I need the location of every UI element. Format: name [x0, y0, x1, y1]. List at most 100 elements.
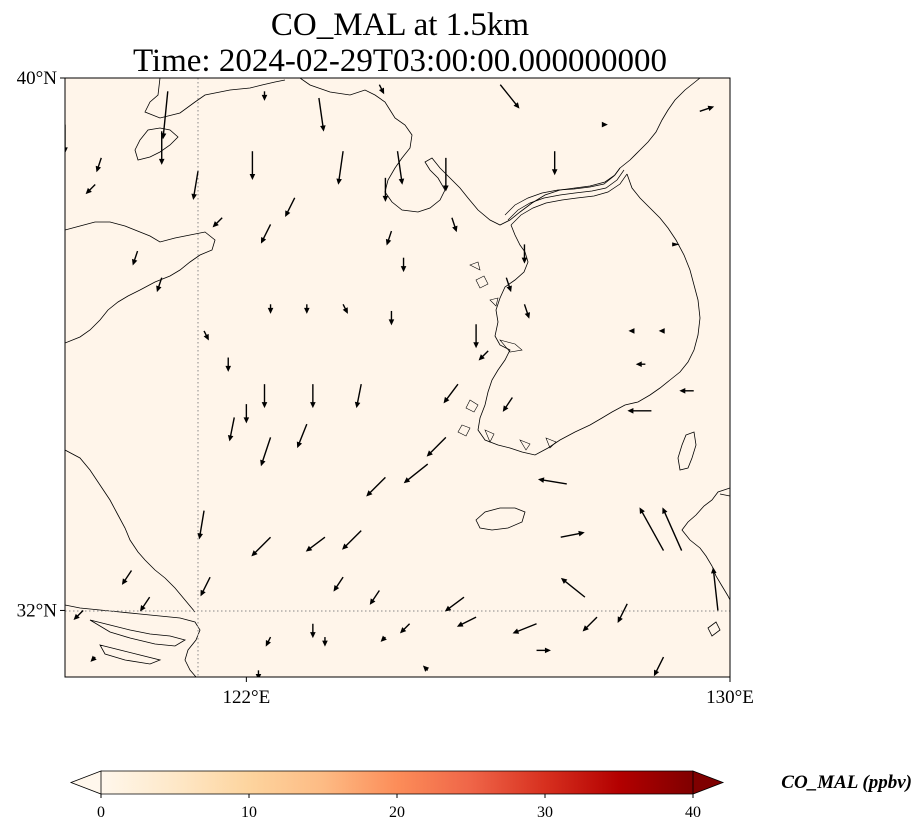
wind-vector-arrow [366, 476, 386, 497]
wind-vector-arrow [131, 250, 139, 266]
wind-vector-arrow [251, 536, 272, 557]
wind-vector-arrow [380, 635, 387, 642]
wind-vector-arrow [658, 328, 665, 334]
wind-vector-arrow [601, 121, 608, 128]
wind-vector-arrow [385, 230, 393, 246]
wind-vector-arrow [536, 647, 551, 654]
wind-vector-arrow [382, 177, 389, 202]
wind-vector-arrow [197, 510, 205, 540]
colorbar-tick-label: 30 [537, 804, 553, 821]
wind-vector-arrow [121, 570, 133, 585]
wind-vector-arrow [426, 436, 447, 457]
map-subtitle-time: Time: 2024-02-29T03:00:00.000000000 [132, 43, 668, 79]
wind-vector-arrow [444, 596, 465, 612]
wind-vector-arrow [399, 623, 411, 634]
wind-vector-arrow [158, 131, 165, 165]
wind-vector-arrow [639, 507, 665, 551]
wind-vector-arrow [73, 609, 84, 621]
lon-tick-label: 122°E [223, 687, 271, 708]
wind-vector-arrow [90, 655, 97, 662]
wind-vector-arrow [200, 576, 211, 597]
wind-vector-arrow [342, 303, 348, 314]
wind-vector-arrow [261, 384, 268, 409]
colorbar: 0 10 20 30 40 CO_MAL (ppbv) [69, 770, 912, 821]
map-title: CO_MAL at 1.5km [270, 7, 530, 43]
wind-vector-arrow [322, 637, 328, 647]
wind-vector-layer [65, 84, 719, 677]
colorbar-tick-label: 10 [241, 804, 257, 821]
wind-vector-arrow [296, 423, 308, 449]
jeju-island [475, 507, 526, 531]
wind-vector-arrow [582, 616, 598, 632]
wind-vector-arrow [333, 576, 344, 592]
wind-vector-arrow [710, 567, 719, 611]
wind-vector-arrow [342, 530, 362, 550]
lat-tick-label: 40°N [17, 68, 58, 89]
wind-vector-arrow [403, 463, 429, 484]
wind-vector-arrow [653, 656, 665, 677]
wind-vector-arrow [203, 330, 209, 341]
wind-vector-arrow [354, 384, 362, 409]
wind-vector-arrow [617, 603, 628, 623]
wind-vector-arrow [261, 91, 268, 101]
wind-vector-arrow [551, 151, 558, 176]
colorbar-tick-label: 20 [389, 804, 405, 821]
coastline-china [65, 78, 286, 677]
wind-vector-arrow [95, 157, 102, 173]
wind-vector-arrow [310, 623, 316, 639]
wind-vector-arrow [191, 171, 199, 200]
korea-border [504, 167, 628, 226]
wind-vector-arrow [499, 84, 520, 109]
wind-vector-arrow [255, 670, 262, 677]
wind-vector-arrow [672, 242, 680, 247]
wind-vector-arrow [156, 277, 163, 293]
wind-vector-arrow [388, 310, 395, 326]
wind-vector-arrow [422, 665, 430, 672]
colorbar-extend-max [692, 770, 725, 795]
korea-islands [457, 261, 557, 451]
colorbar-extend-min [69, 770, 102, 795]
wind-vector-arrow [249, 151, 256, 181]
wind-vector-arrow [521, 244, 528, 264]
map-background [65, 78, 730, 677]
coastline-korea-bay [299, 78, 621, 226]
wind-vector-arrow [304, 304, 310, 314]
wind-vector-arrow [679, 388, 694, 394]
wind-vector-arrow [451, 217, 458, 233]
wind-vector-arrow [505, 277, 512, 293]
wind-vector-arrow [227, 417, 235, 442]
wind-vector-arrow [627, 407, 652, 414]
wind-vector-arrow [140, 596, 151, 612]
colorbar-title: CO_MAL (ppbv) [781, 772, 912, 793]
wind-vector-arrow [369, 590, 380, 605]
wind-vector-arrow [212, 217, 223, 228]
wind-vector-arrow [560, 530, 585, 538]
wind-vector-arrow [512, 623, 537, 634]
wind-vector-arrow [65, 124, 68, 154]
wind-vector-arrow [267, 304, 274, 314]
wind-vector-arrow [699, 105, 715, 112]
wind-vector-arrow [443, 157, 449, 192]
wind-vector-arrow [628, 328, 635, 334]
wind-vector-arrow [456, 616, 477, 627]
colorbar-gradient [101, 771, 693, 794]
lat-tick-label: 32°N [17, 600, 58, 621]
colorbar-tick-label: 40 [685, 804, 701, 821]
map-axis-ticks: 40°N 32°N 122°E 130°E [17, 68, 754, 708]
wind-vector-arrow [473, 324, 479, 349]
map-frame [64, 77, 731, 678]
wind-vector-arrow [635, 361, 646, 367]
wind-vector-arrow [537, 477, 567, 485]
wind-vector-arrow [85, 183, 96, 195]
lon-tick-label: 130°E [706, 687, 754, 708]
wind-vector-arrow [560, 577, 586, 598]
wind-vector-arrow [225, 357, 232, 372]
wind-vector-arrow [502, 397, 513, 412]
tsushima-island [677, 431, 697, 471]
wind-vector-arrow [378, 84, 385, 95]
wind-vector-arrow [310, 384, 316, 409]
wind-vector-arrow [336, 151, 344, 185]
wind-vector-arrow [396, 151, 405, 185]
wind-vector-arrow [318, 97, 326, 132]
colorbar-tick-label: 0 [97, 804, 105, 821]
